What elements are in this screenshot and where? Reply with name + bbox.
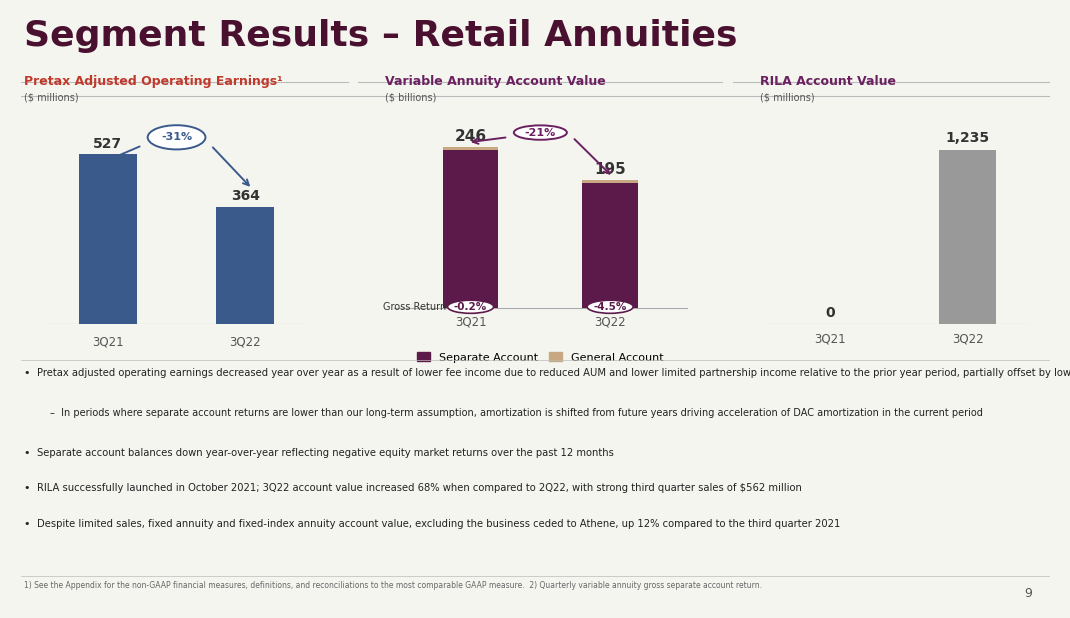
Bar — [216, 207, 274, 324]
Text: 0: 0 — [825, 306, 835, 320]
Text: 3Q22: 3Q22 — [952, 332, 983, 345]
Bar — [938, 150, 996, 324]
Text: •: • — [24, 519, 30, 529]
Text: -21%: -21% — [524, 127, 556, 138]
Ellipse shape — [587, 300, 633, 313]
Ellipse shape — [514, 125, 567, 140]
Bar — [79, 154, 137, 324]
Text: Separate account balances down year-over-year reflecting negative equity market : Separate account balances down year-over… — [37, 448, 614, 458]
Legend: Separate Account, General Account: Separate Account, General Account — [412, 348, 669, 367]
Text: Variable Annuity Account Value: Variable Annuity Account Value — [385, 75, 606, 88]
Text: Segment Results – Retail Annuities: Segment Results – Retail Annuities — [24, 19, 737, 53]
Bar — [443, 147, 499, 150]
Ellipse shape — [447, 300, 493, 313]
Text: 3Q22: 3Q22 — [594, 316, 626, 329]
Text: 195: 195 — [594, 162, 626, 177]
Text: RILA successfully launched in October 2021; 3Q22 account value increased 68% whe: RILA successfully launched in October 20… — [37, 483, 802, 493]
Text: Despite limited sales, fixed annuity and fixed-index annuity account value, excl: Despite limited sales, fixed annuity and… — [37, 519, 841, 529]
Text: 1,235: 1,235 — [946, 132, 990, 145]
Text: 3Q21: 3Q21 — [455, 316, 487, 329]
Text: ($ millions): ($ millions) — [24, 93, 78, 103]
Text: 3Q21: 3Q21 — [92, 336, 123, 349]
Text: 246: 246 — [455, 129, 487, 144]
Bar — [582, 183, 638, 308]
Text: •: • — [24, 483, 30, 493]
Text: –  In periods where separate account returns are lower than our long-term assump: – In periods where separate account retu… — [50, 408, 983, 418]
Text: 527: 527 — [93, 137, 122, 151]
Text: •: • — [24, 368, 30, 378]
Text: ($ billions): ($ billions) — [385, 93, 437, 103]
Bar — [582, 180, 638, 183]
Text: Pretax Adjusted Operating Earnings¹: Pretax Adjusted Operating Earnings¹ — [24, 75, 282, 88]
Text: •: • — [24, 448, 30, 458]
Text: 364: 364 — [231, 189, 260, 203]
Text: Gross Return²: Gross Return² — [383, 302, 449, 313]
Bar — [443, 150, 499, 308]
Text: 3Q22: 3Q22 — [230, 336, 261, 349]
Text: Pretax adjusted operating earnings decreased year over year as a result of lower: Pretax adjusted operating earnings decre… — [37, 368, 1070, 378]
Text: RILA Account Value: RILA Account Value — [760, 75, 896, 88]
Text: 9: 9 — [1025, 587, 1033, 600]
Text: ($ millions): ($ millions) — [760, 93, 814, 103]
Text: -4.5%: -4.5% — [594, 302, 627, 311]
Ellipse shape — [148, 125, 205, 150]
Text: 1) See the Appendix for the non-GAAP financial measures, definitions, and reconc: 1) See the Appendix for the non-GAAP fin… — [24, 581, 762, 590]
Text: 3Q21: 3Q21 — [814, 332, 845, 345]
Text: -0.2%: -0.2% — [454, 302, 487, 311]
Text: -31%: -31% — [160, 132, 193, 142]
